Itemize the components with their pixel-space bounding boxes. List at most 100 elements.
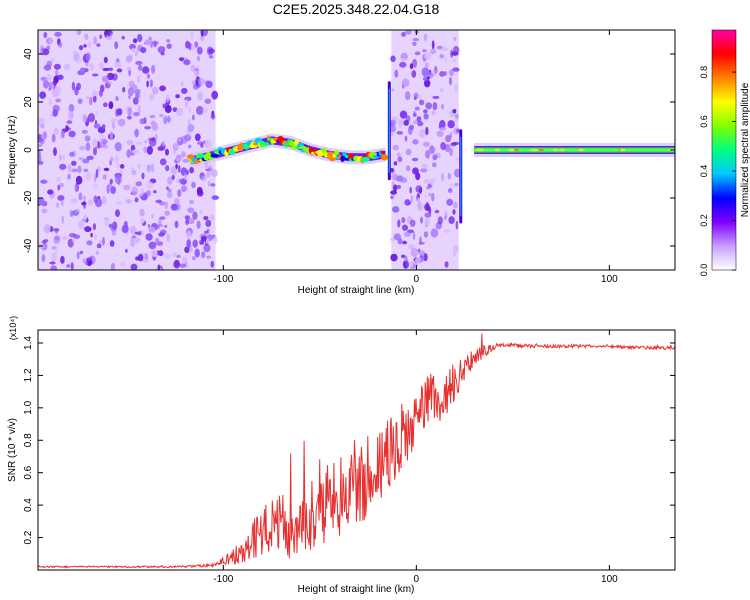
noise-blob bbox=[60, 130, 65, 138]
colorbar-tick-label: 0.0 bbox=[699, 264, 709, 277]
noise-blob bbox=[109, 160, 112, 166]
noise-blob bbox=[101, 196, 107, 205]
noise-blob bbox=[410, 194, 414, 204]
noise-blob bbox=[409, 219, 416, 227]
y-tick-label: -20 bbox=[23, 190, 34, 205]
noise-blob bbox=[389, 119, 397, 127]
noise-blob bbox=[188, 106, 192, 113]
noise-blob bbox=[68, 103, 75, 112]
noise-blob bbox=[66, 264, 71, 268]
noise-blob bbox=[208, 55, 214, 59]
noise-blob bbox=[130, 225, 137, 235]
noise-blob bbox=[195, 105, 204, 115]
noise-blob bbox=[411, 157, 419, 162]
noise-blob bbox=[112, 121, 115, 130]
y-tick-label: 0.6 bbox=[23, 465, 34, 479]
noise-blob bbox=[127, 87, 134, 97]
noise-blob bbox=[89, 96, 93, 106]
snr-x-ticks: -100 0 100 bbox=[213, 330, 618, 585]
noise-blob bbox=[166, 233, 170, 242]
noise-blob bbox=[430, 178, 434, 186]
y-tick-label: 40 bbox=[23, 48, 34, 60]
noise-blob bbox=[157, 264, 161, 270]
noise-blob bbox=[148, 241, 157, 250]
snr-y-ticks: 0.2 0.4 0.6 0.8 1.0 1.2 1.4 bbox=[23, 336, 675, 545]
noise-blob bbox=[407, 201, 412, 205]
noise-blob bbox=[403, 231, 411, 237]
noise-blob bbox=[96, 43, 101, 47]
noise-blob bbox=[421, 163, 429, 169]
noise-blob bbox=[423, 231, 429, 238]
noise-blob bbox=[109, 178, 113, 185]
noise-blob bbox=[75, 175, 83, 185]
noise-blob bbox=[174, 197, 180, 205]
noise-blob bbox=[173, 259, 180, 269]
signal-peak bbox=[494, 148, 501, 152]
noise-blob bbox=[120, 164, 125, 169]
noise-blob bbox=[43, 239, 49, 243]
noise-blob bbox=[135, 181, 143, 187]
noise-blob bbox=[110, 117, 118, 123]
noise-blob bbox=[46, 45, 51, 50]
noise-blob bbox=[184, 246, 190, 254]
noise-blob bbox=[397, 238, 403, 245]
noise-blob bbox=[409, 261, 415, 267]
noise-blob bbox=[59, 163, 67, 170]
noise-blob bbox=[59, 182, 64, 188]
noise-blob bbox=[390, 253, 398, 262]
noise-blob bbox=[54, 246, 59, 255]
noise-blob bbox=[178, 164, 181, 173]
noise-blob bbox=[116, 163, 121, 169]
noise-blob bbox=[71, 81, 75, 91]
noise-blob bbox=[116, 108, 123, 116]
signal-cell bbox=[263, 142, 270, 146]
y-tick-label: 0.2 bbox=[23, 530, 34, 544]
noise-blob bbox=[38, 149, 41, 158]
noise-blob bbox=[449, 76, 452, 86]
noise-blob bbox=[204, 163, 209, 170]
noise-blob bbox=[145, 190, 151, 197]
noise-blob bbox=[419, 129, 426, 138]
noise-blob bbox=[144, 126, 152, 130]
noise-blob bbox=[98, 61, 105, 70]
noise-blob bbox=[163, 115, 168, 125]
noise-blob bbox=[137, 230, 142, 236]
noise-blob bbox=[145, 181, 154, 189]
noise-blob bbox=[446, 198, 454, 206]
noise-blob bbox=[140, 47, 147, 54]
noise-blob bbox=[74, 184, 78, 193]
noise-blob bbox=[176, 254, 181, 258]
noise-blob bbox=[146, 145, 153, 155]
noise-blob bbox=[146, 73, 150, 79]
signal-peak bbox=[578, 148, 585, 152]
noise-blob bbox=[136, 141, 143, 146]
noise-blob bbox=[452, 244, 459, 253]
noise-blob bbox=[174, 220, 179, 229]
noise-blob bbox=[200, 176, 207, 182]
noise-blob bbox=[414, 106, 420, 111]
signal-cell bbox=[363, 156, 370, 162]
noise-blob bbox=[40, 179, 48, 184]
noise-blob bbox=[392, 144, 400, 151]
noise-blob bbox=[441, 172, 445, 182]
noise-blob bbox=[128, 80, 135, 87]
noise-blob bbox=[191, 43, 196, 52]
noise-blob bbox=[428, 193, 432, 197]
noise-blob bbox=[162, 140, 165, 147]
noise-blob bbox=[186, 230, 192, 240]
noise-blob bbox=[48, 87, 51, 91]
noise-blob bbox=[163, 253, 171, 260]
noise-blob bbox=[166, 39, 170, 43]
noise-blob bbox=[41, 254, 46, 263]
noise-blob bbox=[122, 86, 126, 93]
noise-blob bbox=[75, 208, 81, 213]
noise-blob bbox=[425, 102, 433, 110]
noise-blob bbox=[144, 39, 153, 46]
noise-blob bbox=[194, 133, 201, 142]
noise-blob bbox=[68, 130, 76, 138]
noise-blob bbox=[165, 165, 170, 172]
noise-blob bbox=[167, 115, 171, 123]
noise-blob bbox=[134, 50, 138, 57]
noise-blob bbox=[170, 203, 178, 211]
signal-cell bbox=[342, 151, 347, 157]
